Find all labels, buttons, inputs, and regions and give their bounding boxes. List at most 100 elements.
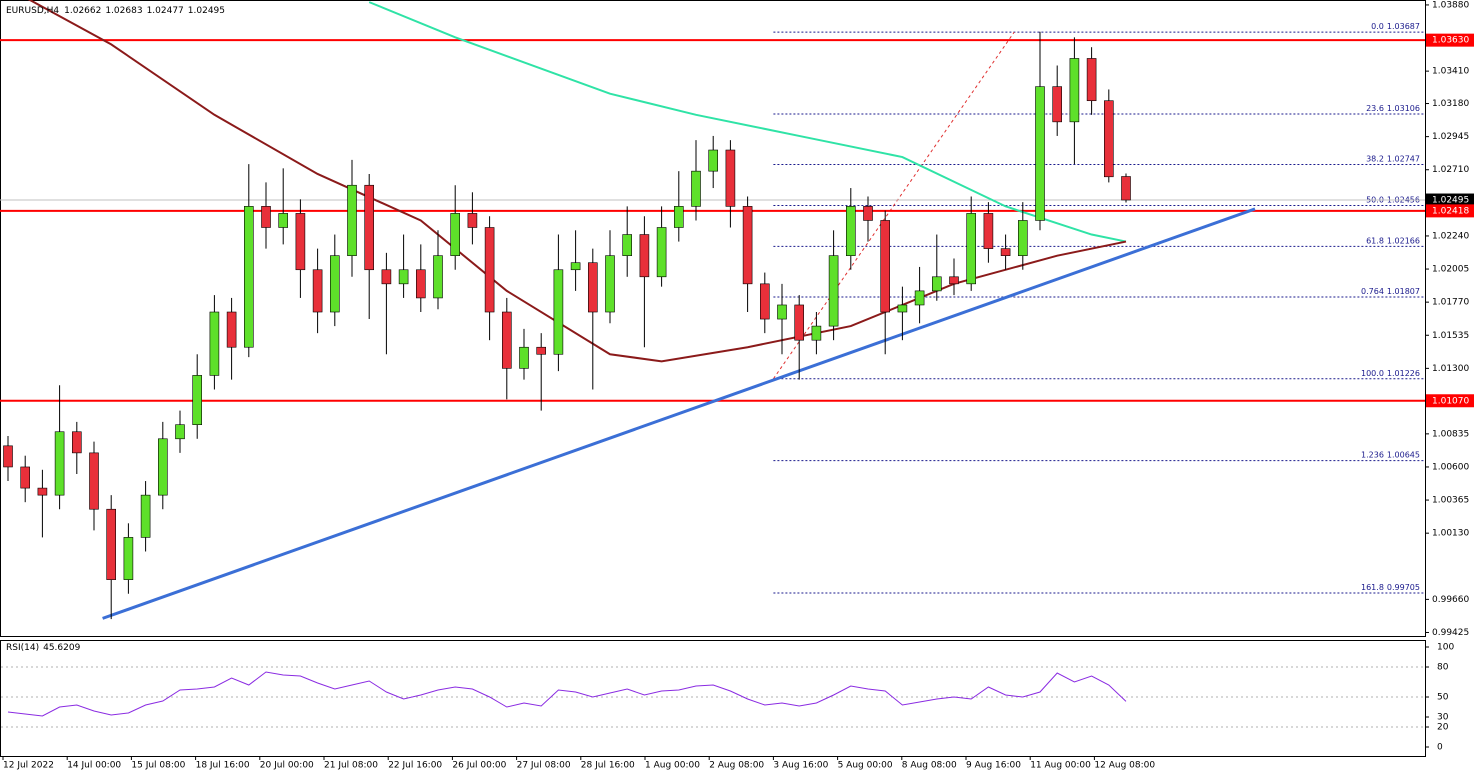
open: 1.02662 [64, 6, 101, 16]
rsi-value: 45.6209 [43, 643, 80, 653]
y-tick-label: 1.01300 [1432, 364, 1469, 374]
candle-body [622, 234, 633, 256]
fib-price: 1.01807 [1387, 286, 1420, 295]
candle-body [398, 269, 409, 285]
x-tick-label: 11 Aug 00:00 [1030, 761, 1091, 771]
fib-label: 1.236 1.00645 [1361, 450, 1420, 459]
candle-body [484, 227, 495, 313]
level-box [1426, 33, 1474, 47]
fib-label: 0.0 1.03687 [1371, 22, 1420, 31]
x-tick-label: 21 Jul 08:00 [324, 761, 378, 771]
header: EURUSD,H4 1.02662 1.02683 1.02477 1.02495 [6, 6, 225, 16]
candle-body [450, 213, 461, 256]
fib-price: 0.99705 [1387, 583, 1420, 592]
rsi-tick-label: 0 [1437, 743, 1443, 753]
candle-body [1121, 176, 1131, 201]
candle-body [158, 438, 168, 496]
candle-body [794, 304, 805, 341]
x-tick-label: 8 Aug 08:00 [902, 761, 957, 771]
candle-body [828, 255, 839, 327]
fib-price: 1.01226 [1387, 368, 1420, 377]
candle-body [312, 269, 323, 313]
candle-body [536, 346, 547, 355]
y-tick-label: 1.00365 [1432, 496, 1469, 506]
y-tick-label: 0.99660 [1432, 595, 1469, 605]
candle-body [192, 375, 202, 426]
candle-body [175, 424, 185, 440]
close: 1.02495 [188, 6, 225, 16]
candle-body [123, 537, 134, 580]
y-tick-label: 0.99425 [1432, 628, 1469, 638]
candle-body [1000, 248, 1011, 256]
candle-body [20, 466, 31, 489]
candle-body [209, 311, 220, 376]
candle-body [415, 269, 426, 299]
fib-label: 61.8 1.02166 [1366, 236, 1420, 245]
candle-body [983, 213, 994, 249]
candle-body [811, 325, 822, 341]
rsi-tick-label: 100 [1437, 643, 1454, 653]
y-tick-label: 1.00835 [1432, 429, 1469, 439]
x-tick-label: 12 Aug 08:00 [1094, 761, 1155, 771]
fib-price: 1.02747 [1387, 154, 1420, 163]
candle-body [501, 311, 512, 369]
candle-body [89, 452, 99, 510]
x-tick-label: 14 Jul 00:00 [67, 761, 121, 771]
candle-body [880, 220, 891, 313]
fib-price: 1.00645 [1387, 450, 1420, 459]
fib-price: 1.03687 [1387, 22, 1420, 31]
fib-ratio: 1.236 [1361, 450, 1384, 459]
fib-ratio: 50.0 [1366, 195, 1384, 204]
y-tick-label: 1.01535 [1432, 331, 1469, 341]
main-panel [0, 0, 1426, 637]
y-tick-label: 1.00600 [1432, 462, 1469, 472]
x-tick-label: 27 Jul 08:00 [517, 761, 571, 771]
y-tick-label: 1.02710 [1432, 165, 1469, 175]
y-tick-label: 1.03410 [1432, 67, 1469, 77]
rsi-tick-label: 30 [1437, 713, 1449, 723]
level-label: 1.01070 [1432, 396, 1469, 406]
candle-body [261, 206, 271, 228]
symbol: EURUSD,H4 [6, 6, 59, 16]
candle-body [381, 269, 392, 285]
moving-average [27, 0, 1127, 363]
fib-price: 1.02456 [1387, 195, 1420, 204]
y-tick-label: 1.02005 [1432, 265, 1469, 275]
candle-body [777, 304, 787, 320]
candle-body [347, 184, 357, 256]
candle-body [1052, 86, 1062, 123]
fib-ratio: 23.6 [1366, 103, 1384, 112]
moving-average [368, 1, 1127, 243]
candle-body [605, 255, 615, 313]
candle-body [966, 213, 977, 285]
rsi-tick-label: 20 [1437, 723, 1449, 733]
candle-body [673, 206, 684, 228]
x-tick-label: 12 Jul 2022 [3, 761, 54, 771]
rsi-panel [0, 640, 1426, 757]
fib-price: 1.02166 [1387, 236, 1420, 245]
x-tick-label: 20 Jul 00:00 [260, 761, 314, 771]
candle-body [708, 149, 719, 172]
rsi-name: RSI(14) [6, 643, 39, 653]
x-tick-label: 5 Aug 00:00 [838, 761, 893, 771]
level-label: 1.02418 [1432, 206, 1469, 216]
level-box [1426, 204, 1474, 218]
x-tick-label: 15 Jul 08:00 [131, 761, 185, 771]
fib-ratio: 61.8 [1366, 236, 1384, 245]
candle-body [467, 213, 478, 228]
fib-diagonal [772, 31, 1015, 380]
rsi-tick-label: 80 [1437, 663, 1449, 673]
y-tick-label: 1.02240 [1432, 231, 1469, 241]
x-tick-label: 28 Jul 16:00 [581, 761, 635, 771]
fib-label: 0.764 1.01807 [1361, 286, 1420, 295]
candle-body [106, 508, 116, 580]
candle-body [244, 206, 254, 348]
candle-body [1017, 220, 1028, 256]
trendline [102, 207, 1256, 620]
candle-body [329, 255, 340, 313]
fib-ratio: 0.764 [1361, 286, 1384, 295]
x-tick-label: 3 Aug 16:00 [773, 761, 828, 771]
current-price-label: 1.02495 [1432, 196, 1469, 206]
candle-body [1104, 100, 1114, 178]
